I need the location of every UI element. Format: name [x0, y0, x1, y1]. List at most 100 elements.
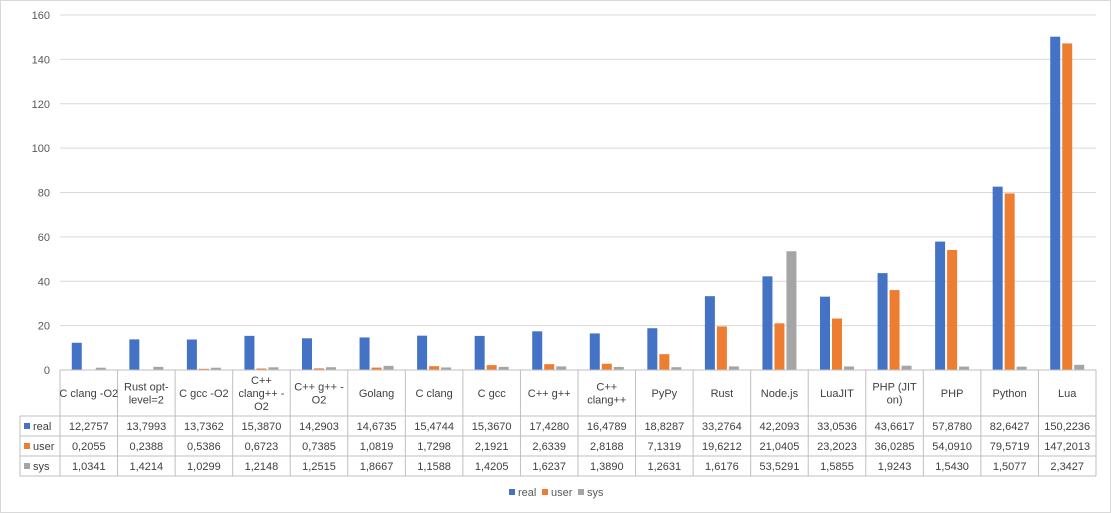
- category-label: clang++ -: [239, 388, 285, 400]
- bar-sys: [671, 367, 682, 370]
- category-label: Rust opt-: [124, 382, 169, 394]
- table-key-sys: [24, 463, 30, 469]
- data-label: 13,7993: [126, 421, 166, 433]
- bar-sys: [844, 366, 854, 370]
- bar-user: [429, 366, 440, 370]
- data-label: 1,6237: [532, 461, 566, 473]
- category-label: C++ g++: [528, 388, 571, 400]
- category-label: C clang: [415, 388, 452, 400]
- category-label: C clang -O2: [59, 388, 118, 400]
- bar-real: [244, 335, 255, 370]
- bar-real: [935, 241, 946, 370]
- bar-real: [302, 338, 312, 370]
- y-tick-label: 140: [32, 54, 50, 66]
- data-label: 0,2388: [130, 441, 164, 453]
- y-tick-label: 40: [38, 276, 50, 288]
- data-label: 2,6339: [532, 441, 566, 453]
- data-label: 17,4280: [529, 421, 569, 433]
- bar-user: [314, 368, 324, 370]
- table-key-user: [24, 443, 30, 449]
- category-label: O2: [254, 401, 269, 413]
- bar-user: [774, 323, 785, 370]
- legend-label: user: [551, 487, 573, 499]
- data-label: 23,2023: [817, 441, 857, 453]
- bar-real: [820, 296, 830, 370]
- y-tick-label: 80: [38, 188, 50, 200]
- bar-sys: [728, 366, 739, 370]
- bar-sys: [786, 251, 797, 370]
- bar-sys: [556, 366, 567, 370]
- category-label: O2: [312, 395, 327, 407]
- category-label: level=2: [129, 395, 164, 407]
- category-label: C gcc: [478, 388, 507, 400]
- bar-real: [589, 333, 600, 370]
- data-label: 1,0819: [360, 441, 394, 453]
- y-tick-label: 160: [32, 10, 50, 22]
- category-label: Lua: [1058, 388, 1077, 400]
- category-label: clang++: [587, 395, 626, 407]
- y-tick-label: 0: [44, 365, 50, 377]
- data-label: 21,0405: [760, 441, 800, 453]
- y-tick-label: 100: [32, 143, 50, 155]
- bar-real: [704, 296, 715, 370]
- data-label: 147,2013: [1044, 441, 1090, 453]
- data-label: 33,0536: [817, 421, 857, 433]
- data-label: 0,7385: [302, 441, 336, 453]
- bar-sys: [1074, 364, 1085, 370]
- bar-sys: [498, 366, 509, 370]
- data-label: 15,4744: [414, 421, 454, 433]
- category-label: Python: [993, 388, 1027, 400]
- category-label: PyPy: [651, 388, 677, 400]
- data-label: 19,6212: [702, 441, 742, 453]
- data-label: 1,5077: [993, 461, 1027, 473]
- bar-user: [832, 318, 842, 370]
- bar-sys: [268, 367, 279, 370]
- bar-sys: [95, 367, 106, 370]
- category-label: Rust: [711, 388, 734, 400]
- data-label: 42,2093: [760, 421, 800, 433]
- data-label: 14,2903: [299, 421, 339, 433]
- bar-sys: [959, 366, 970, 370]
- data-label: 1,5855: [820, 461, 854, 473]
- data-label: 1,2631: [648, 461, 682, 473]
- data-label: 1,8667: [360, 461, 394, 473]
- data-label: 82,6427: [990, 421, 1030, 433]
- bar-user: [198, 368, 209, 370]
- data-label: 7,1319: [648, 441, 682, 453]
- data-label: 1,3890: [590, 461, 624, 473]
- bar-user: [716, 326, 727, 370]
- category-label: C gcc -O2: [179, 388, 229, 400]
- data-label: 57,8780: [932, 421, 972, 433]
- table-series-name: user: [33, 441, 55, 453]
- bar-user: [256, 368, 267, 370]
- bar-real: [186, 339, 197, 370]
- category-label: LuaJIT: [820, 388, 854, 400]
- data-label: 0,2055: [72, 441, 106, 453]
- bar-user: [889, 290, 900, 370]
- legend-label: real: [518, 487, 536, 499]
- bar-sys: [441, 367, 452, 370]
- data-label: 15,3670: [472, 421, 512, 433]
- bar-real: [417, 335, 428, 370]
- bar-real: [762, 276, 773, 370]
- data-label: 1,7298: [417, 441, 451, 453]
- y-tick-label: 60: [38, 232, 50, 244]
- legend-key-sys: [578, 489, 584, 495]
- category-label: on): [887, 395, 903, 407]
- bar-real: [877, 273, 888, 370]
- data-label: 1,4214: [130, 461, 164, 473]
- bar-user: [371, 367, 382, 370]
- category-label: Node.js: [761, 388, 799, 400]
- category-label: C++: [251, 375, 272, 387]
- bar-real: [532, 331, 543, 370]
- data-label: 16,4789: [587, 421, 627, 433]
- data-label: 0,5386: [187, 441, 221, 453]
- category-label: Golang: [359, 388, 394, 400]
- legend-key-user: [542, 489, 548, 495]
- bar-user: [486, 365, 497, 370]
- data-label: 14,6735: [357, 421, 397, 433]
- bar-real: [474, 335, 485, 370]
- data-label: 43,6617: [875, 421, 915, 433]
- bar-user: [1062, 43, 1073, 370]
